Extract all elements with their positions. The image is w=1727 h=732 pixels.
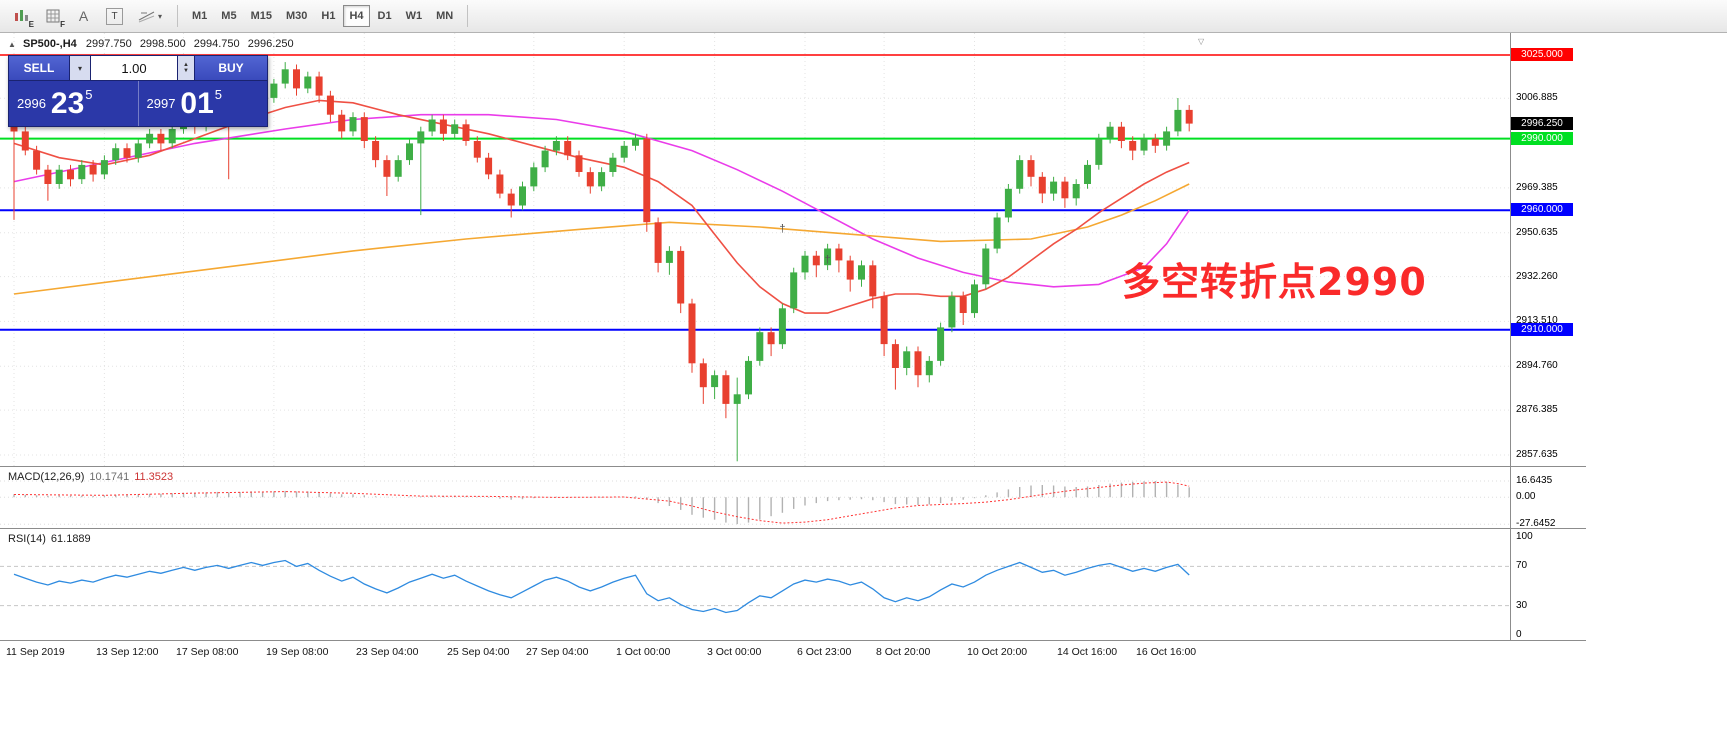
price-badge: 2960.000 bbox=[1511, 203, 1573, 216]
macd-main-value: 10.1741 bbox=[89, 471, 130, 483]
time-tick-label: 14 Oct 16:00 bbox=[1057, 646, 1118, 658]
macd-indicator-label: MACD(12,26,9) 10.1741 11.3523 bbox=[8, 471, 174, 483]
trade-panel-top-row: SELL ▾ ▲ ▼ BUY bbox=[9, 56, 267, 80]
macd-pane: MACD(12,26,9) 10.1741 11.3523 bbox=[0, 467, 1586, 529]
price-tick-label: 2932.260 bbox=[1516, 271, 1558, 282]
main-chart-pane: † † ▲ SP500-,H4 2997.750 2998.500 2994.75… bbox=[0, 33, 1586, 467]
lines-glyph bbox=[138, 11, 155, 23]
timeframe-m1-button[interactable]: M1 bbox=[192, 10, 208, 22]
toolbar-icons: E F A T ▾ bbox=[6, 4, 170, 29]
timeframe-h4-button[interactable]: H4 bbox=[343, 5, 370, 27]
time-tick-label: 16 Oct 16:00 bbox=[1136, 646, 1197, 658]
chevron-down-icon: ▾ bbox=[77, 63, 82, 73]
time-axis[interactable]: 11 Sep 2019 13 Sep 12:00 17 Sep 08:00 19 Se… bbox=[0, 641, 1586, 667]
volume-spinner[interactable]: ▲ ▼ bbox=[177, 56, 195, 80]
price-tick-label: 2857.635 bbox=[1516, 449, 1558, 460]
rsi-pane: RSI(14) 61.1889 bbox=[0, 529, 1586, 641]
grid-template-icon[interactable]: F bbox=[39, 4, 66, 29]
macd-axis-label: -27.6452 bbox=[1516, 518, 1556, 529]
textbox-icon[interactable]: T bbox=[101, 4, 128, 28]
time-tick-label: 8 Oct 20:00 bbox=[876, 646, 931, 658]
time-tick-label: 13 Sep 12:00 bbox=[96, 646, 159, 658]
price-divider bbox=[137, 81, 139, 126]
price-tick-label: 3006.885 bbox=[1516, 92, 1558, 103]
svg-text:†: † bbox=[825, 254, 831, 266]
buy-button[interactable]: BUY bbox=[195, 56, 267, 80]
indicators-chart-icon[interactable]: E bbox=[8, 4, 35, 29]
open-value: 2997.750 bbox=[85, 38, 132, 50]
timeframe-m30-button[interactable]: M30 bbox=[285, 10, 308, 22]
timeframe-m15-button[interactable]: M15 bbox=[250, 10, 272, 22]
rsi-axis-label: 30 bbox=[1516, 600, 1528, 611]
collapse-panel-icon[interactable]: ▲ bbox=[8, 40, 16, 49]
chart-text-annotation: 多空转折点2990 bbox=[1122, 260, 1427, 304]
timeframe-mn-button[interactable]: MN bbox=[436, 10, 454, 22]
time-tick-label: 10 Oct 20:00 bbox=[967, 646, 1028, 658]
time-tick-label: 25 Sep 04:00 bbox=[447, 646, 510, 658]
timeframe-m5-button[interactable]: M5 bbox=[221, 10, 237, 22]
toolbar-separator bbox=[467, 5, 469, 27]
trade-panel-price-row: 2996 23 5 2997 01 5 bbox=[9, 80, 267, 126]
price-tick-label: 2876.385 bbox=[1516, 404, 1558, 415]
toolbar: E F A T ▾ bbox=[0, 0, 1727, 33]
time-tick-label: 6 Oct 23:00 bbox=[797, 646, 852, 658]
icon-sub-f: F bbox=[60, 20, 65, 29]
svg-text:†: † bbox=[779, 223, 785, 235]
rsi-value: 61.1889 bbox=[50, 533, 91, 545]
line-studies-icon[interactable]: ▾ bbox=[132, 4, 168, 28]
price-tick-label: 2913.510 bbox=[1516, 315, 1558, 326]
time-tick-label: 19 Sep 08:00 bbox=[266, 646, 329, 658]
time-tick-label: 3 Oct 00:00 bbox=[707, 646, 762, 658]
symbol-ohlc-header: ▲ SP500-,H4 2997.750 2998.500 2994.750 2… bbox=[8, 38, 299, 50]
price-badge: 3025.000 bbox=[1511, 48, 1573, 61]
close-value: 2996.250 bbox=[247, 38, 294, 50]
price-tick-label: 2950.635 bbox=[1516, 227, 1558, 238]
time-tick-label: 11 Sep 2019 bbox=[6, 646, 65, 658]
timeframe-d1-button[interactable]: D1 bbox=[377, 10, 392, 22]
price-tick-label: 2894.760 bbox=[1516, 360, 1558, 371]
text-annotation-icon[interactable]: A bbox=[78, 8, 89, 24]
time-tick-label: 23 Sep 04:00 bbox=[356, 646, 419, 658]
rsi-axis-label: 100 bbox=[1516, 531, 1533, 542]
symbol-period-label: SP500-,H4 bbox=[22, 38, 77, 50]
sell-price[interactable]: 2996 23 5 bbox=[17, 86, 93, 120]
macd-axis-label: 16.6435 bbox=[1516, 475, 1553, 486]
order-type-dropdown[interactable]: ▾ bbox=[69, 56, 91, 80]
timeframe-w1-button[interactable]: W1 bbox=[405, 10, 423, 22]
spinner-down-icon: ▼ bbox=[183, 68, 189, 74]
time-tick-label: 1 Oct 00:00 bbox=[616, 646, 671, 658]
chart-autoscroll-marker[interactable]: ▽ bbox=[1198, 37, 1205, 46]
one-click-trading-panel: SELL ▾ ▲ ▼ BUY 2996 23 5 29 bbox=[8, 55, 268, 127]
timeframe-buttons: M1 M5 M15 M30 H1 H4 D1 W1 MN bbox=[185, 5, 460, 27]
rsi-axis-label: 70 bbox=[1516, 560, 1528, 571]
volume-input[interactable] bbox=[91, 56, 177, 80]
rsi-axis-label: 0 bbox=[1516, 629, 1522, 640]
spinner-up-icon: ▲ bbox=[183, 62, 189, 68]
candles-glyph bbox=[14, 10, 28, 21]
price-badge: 2996.250 bbox=[1511, 117, 1573, 130]
macd-canvas[interactable] bbox=[0, 467, 1510, 528]
time-tick-label: 27 Sep 04:00 bbox=[526, 646, 589, 658]
rsi-canvas[interactable] bbox=[0, 529, 1510, 640]
toolbar-separator bbox=[177, 5, 178, 27]
buy-price[interactable]: 2997 01 5 bbox=[146, 86, 223, 120]
chevron-down-icon: ▾ bbox=[157, 11, 162, 21]
low-value: 2994.750 bbox=[193, 38, 240, 50]
grid-glyph bbox=[46, 9, 59, 23]
time-tick-label: 17 Sep 08:00 bbox=[176, 646, 239, 658]
price-axis-border bbox=[1510, 33, 1511, 641]
sell-button[interactable]: SELL bbox=[9, 56, 69, 80]
rsi-indicator-label: RSI(14) 61.1889 bbox=[8, 533, 91, 545]
high-value: 2998.500 bbox=[139, 38, 186, 50]
price-tick-label: 2969.385 bbox=[1516, 182, 1558, 193]
price-badge: 2990.000 bbox=[1511, 132, 1573, 145]
macd-axis-label: 0.00 bbox=[1516, 491, 1536, 502]
macd-signal-value: 11.3523 bbox=[134, 471, 174, 483]
price-badge: 2910.000 bbox=[1511, 323, 1573, 336]
timeframe-h1-button[interactable]: H1 bbox=[321, 10, 336, 22]
icon-sub-e: E bbox=[28, 20, 34, 29]
main-chart-canvas[interactable]: †† bbox=[0, 33, 1510, 466]
